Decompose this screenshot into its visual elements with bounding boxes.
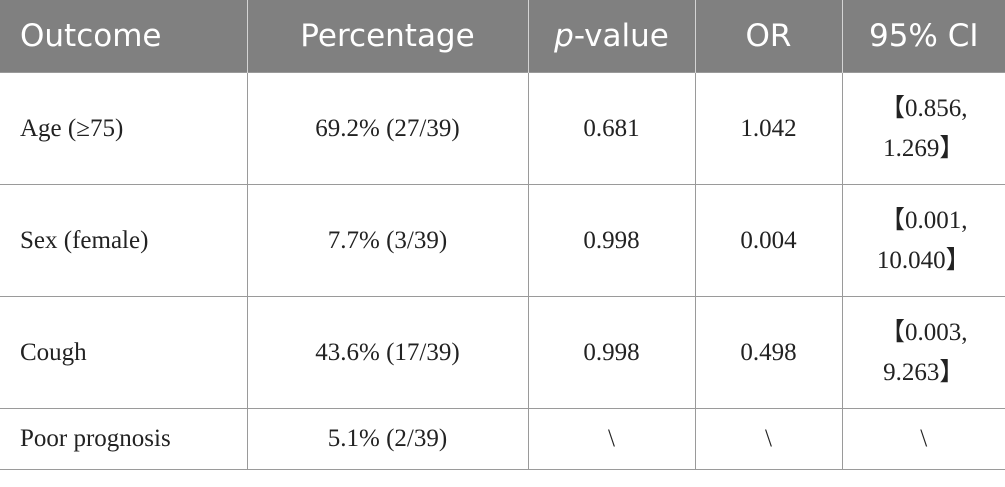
cell-p-value: 0.998	[527, 184, 696, 297]
results-table: Outcome Percentage p-value OR 95% CI Age…	[0, 0, 1005, 470]
table-row: Sex (female) 7.7% (3/39) 0.998 0.004 【0.…	[0, 184, 1005, 297]
table-row: Age (≥75) 69.2% (27/39) 0.681 1.042 【0.8…	[0, 72, 1005, 185]
header-or: OR	[695, 0, 843, 73]
cell-or: \	[694, 408, 843, 470]
header-p-rest: -value	[573, 18, 669, 54]
header-row: Outcome Percentage p-value OR 95% CI	[0, 0, 1005, 73]
ci-lower: 【0.001,	[879, 206, 968, 234]
cell-percentage: 5.1% (2/39)	[246, 408, 529, 470]
table-header: Outcome Percentage p-value OR 95% CI	[0, 0, 1005, 73]
cell-ci: \	[841, 408, 1005, 470]
cell-ci: 【0.856, 1.269】	[841, 72, 1005, 185]
cell-p-value: 0.681	[527, 72, 696, 185]
cell-ci: 【0.003, 9.263】	[841, 296, 1005, 409]
cell-percentage: 43.6% (17/39)	[246, 296, 529, 409]
cell-percentage: 7.7% (3/39)	[246, 184, 529, 297]
table-body: Age (≥75) 69.2% (27/39) 0.681 1.042 【0.8…	[0, 72, 1005, 470]
ci-lower: 【0.003,	[879, 318, 968, 346]
header-outcome: Outcome	[0, 0, 248, 73]
cell-outcome: Age (≥75)	[0, 72, 248, 185]
cell-or: 1.042	[694, 72, 843, 185]
table-row: Cough 43.6% (17/39) 0.998 0.498 【0.003, …	[0, 296, 1005, 409]
cell-outcome: Sex (female)	[0, 184, 248, 297]
cell-or: 0.004	[694, 184, 843, 297]
cell-p-value: 0.998	[527, 296, 696, 409]
ci-upper: 10.040】	[876, 246, 971, 274]
cell-or: 0.498	[694, 296, 843, 409]
header-p-italic: p	[554, 18, 574, 54]
cell-outcome: Cough	[0, 296, 248, 409]
ci-lower: 【0.856,	[879, 94, 968, 122]
table-row: Poor prognosis 5.1% (2/39) \ \ \	[0, 408, 1005, 470]
header-ci: 95% CI	[842, 0, 1005, 73]
header-p-value: p-value	[528, 0, 696, 73]
cell-outcome: Poor prognosis	[0, 408, 248, 470]
cell-p-value: \	[527, 408, 696, 470]
header-percentage: Percentage	[247, 0, 529, 73]
cell-ci: 【0.001, 10.040】	[841, 184, 1005, 297]
ci-upper: 1.269】	[883, 134, 965, 162]
ci-upper: 9.263】	[883, 358, 965, 386]
cell-percentage: 69.2% (27/39)	[246, 72, 529, 185]
